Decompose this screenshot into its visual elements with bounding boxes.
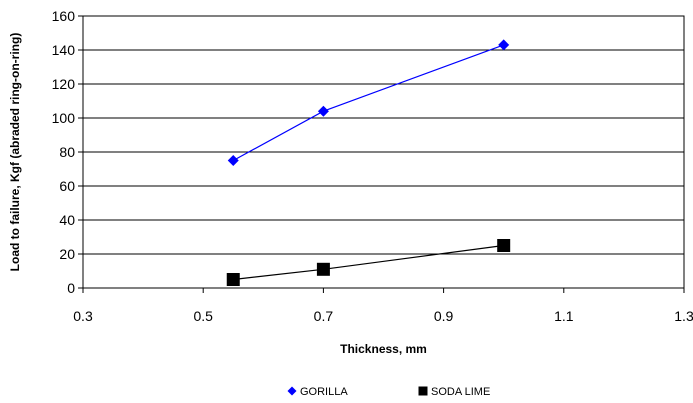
y-tick-label: 40	[59, 212, 75, 228]
legend-gorilla-marker	[287, 386, 297, 396]
x-tick-label: 1.3	[674, 308, 693, 324]
y-tick-label: 0	[67, 280, 75, 296]
soda-lime-data-point	[497, 239, 511, 252]
x-axis-title: Thickness, mm	[340, 342, 427, 356]
y-tick-label: 120	[52, 76, 76, 92]
x-tick-label: 0.7	[314, 308, 334, 324]
y-tick-label: 60	[59, 178, 75, 194]
gorilla-data-point	[317, 105, 329, 117]
y-tick-label: 100	[52, 110, 76, 126]
x-tick-label: 0.5	[193, 308, 213, 324]
gorilla-data-point	[227, 155, 239, 166]
legend-gorilla-label: GORILLA	[300, 386, 348, 398]
x-tick-label: 1.1	[554, 308, 574, 324]
x-tick-label: 0.3	[73, 308, 93, 324]
x-tick-label: 0.9	[434, 308, 454, 324]
y-axis-title: Load to failure, Kgf (abraded ring-on-ri…	[8, 33, 22, 272]
soda-lime-data-point	[316, 262, 330, 276]
y-tick-label: 160	[52, 8, 76, 24]
y-tick-label: 20	[59, 246, 75, 262]
y-tick-label: 140	[52, 42, 76, 58]
gorilla-data-point	[498, 39, 510, 51]
y-tick-label: 80	[59, 144, 75, 160]
soda-lime-data-point	[226, 273, 240, 286]
legend-soda-lime-marker	[418, 386, 428, 396]
legend-soda-lime-label: SODA LIME	[431, 386, 490, 398]
